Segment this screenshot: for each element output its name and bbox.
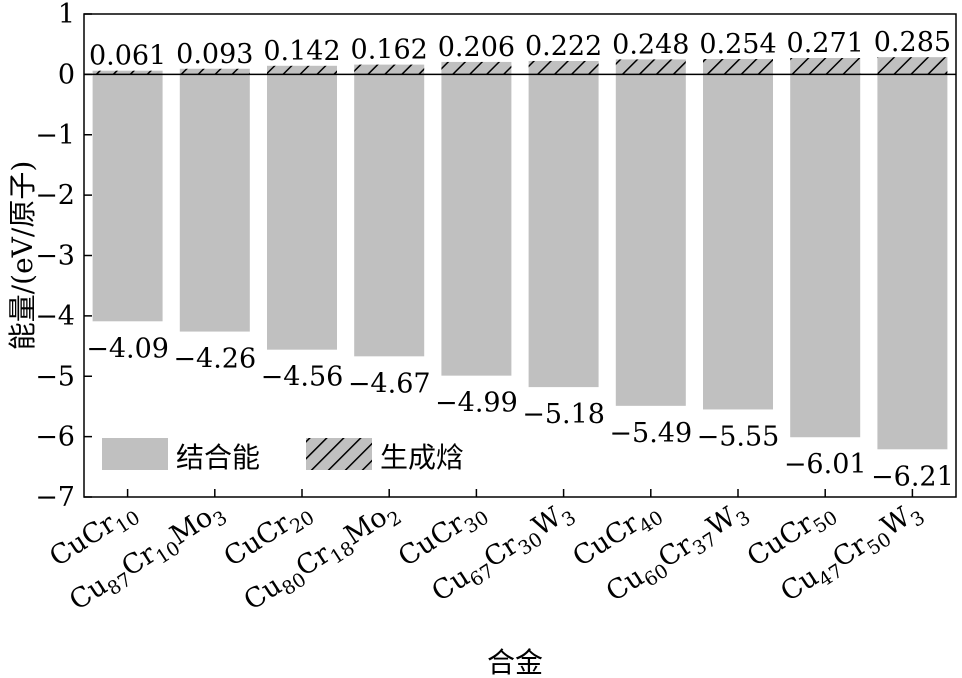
axes-layer — [83, 13, 957, 498]
data-label-formation-enthalpy: 0.222 — [525, 31, 602, 62]
bar-formation-enthalpy — [179, 68, 250, 75]
data-label-formation-enthalpy: 0.206 — [438, 32, 515, 63]
bar-formation-enthalpy — [267, 65, 337, 75]
bar-binding-energy — [179, 74, 250, 332]
data-label-binding-energy: −4.09 — [86, 333, 169, 364]
bar-binding-energy — [615, 74, 686, 406]
y-tick-label: −2 — [35, 180, 75, 211]
legend-label-binding-energy: 结合能 — [176, 441, 260, 474]
y-tick-label: −7 — [35, 482, 75, 513]
bar-binding-energy — [790, 74, 861, 438]
bar-formation-enthalpy — [615, 59, 686, 75]
bar-formation-enthalpy — [441, 61, 512, 75]
y-tick-label: 0 — [58, 59, 75, 90]
legend-swatch-formation-enthalpy — [306, 438, 372, 470]
bar-binding-energy — [441, 74, 512, 376]
bar-formation-enthalpy — [354, 64, 425, 75]
data-label-formation-enthalpy: 0.271 — [787, 28, 864, 59]
y-axis-label: 能量/(eV/原子) — [6, 161, 39, 351]
y-tick-label: −3 — [35, 241, 75, 272]
data-label-binding-energy: −5.18 — [522, 399, 605, 430]
x-axis-label: 合金 — [487, 646, 543, 678]
x-tick-label: Cu80​Cr18​Mo2​ — [239, 495, 406, 621]
bar-formation-enthalpy — [92, 70, 163, 75]
bar-binding-energy — [703, 74, 773, 410]
bar-binding-energy — [92, 74, 163, 322]
bar-binding-energy — [267, 74, 337, 350]
data-label-binding-energy: −4.56 — [261, 362, 344, 393]
y-tick-label: −4 — [35, 301, 75, 332]
data-label-binding-energy: −6.21 — [871, 461, 954, 492]
data-label-binding-energy: −6.01 — [784, 449, 867, 480]
bar-formation-enthalpy — [877, 57, 948, 75]
data-label-formation-enthalpy: 0.142 — [263, 36, 340, 67]
bars-layer — [92, 57, 948, 450]
y-tick-label: −1 — [35, 120, 75, 151]
bar-formation-enthalpy — [790, 58, 861, 75]
legend-label-formation-enthalpy: 生成焓 — [380, 441, 464, 474]
legend-swatch-binding-energy — [102, 438, 168, 470]
y-tick-label: 1 — [58, 0, 75, 30]
data-label-formation-enthalpy: 0.254 — [699, 29, 776, 60]
data-label-formation-enthalpy: 0.061 — [89, 41, 166, 72]
data-label-formation-enthalpy: 0.248 — [612, 29, 689, 60]
data-label-binding-energy: −4.99 — [435, 388, 518, 419]
y-tick-label: −5 — [35, 361, 75, 392]
y-tick-label: −6 — [35, 422, 75, 453]
data-label-formation-enthalpy: 0.285 — [874, 27, 951, 58]
data-label-formation-enthalpy: 0.093 — [176, 39, 253, 70]
data-label-binding-energy: −4.67 — [348, 368, 431, 399]
legend: 结合能 生成焓 — [102, 438, 464, 474]
bar-formation-enthalpy — [703, 59, 773, 75]
bar-formation-enthalpy — [528, 60, 599, 75]
x-tick-label: Cu87​Cr10​Mo3​ — [64, 495, 231, 621]
data-label-binding-energy: −4.26 — [173, 344, 256, 375]
bar-binding-energy — [877, 74, 948, 450]
bar-binding-energy — [354, 74, 425, 357]
data-label-binding-energy: −5.55 — [697, 421, 780, 452]
bar-binding-energy — [528, 74, 599, 388]
data-label-formation-enthalpy: 0.162 — [351, 35, 428, 66]
data-label-binding-energy: −5.49 — [609, 418, 692, 449]
